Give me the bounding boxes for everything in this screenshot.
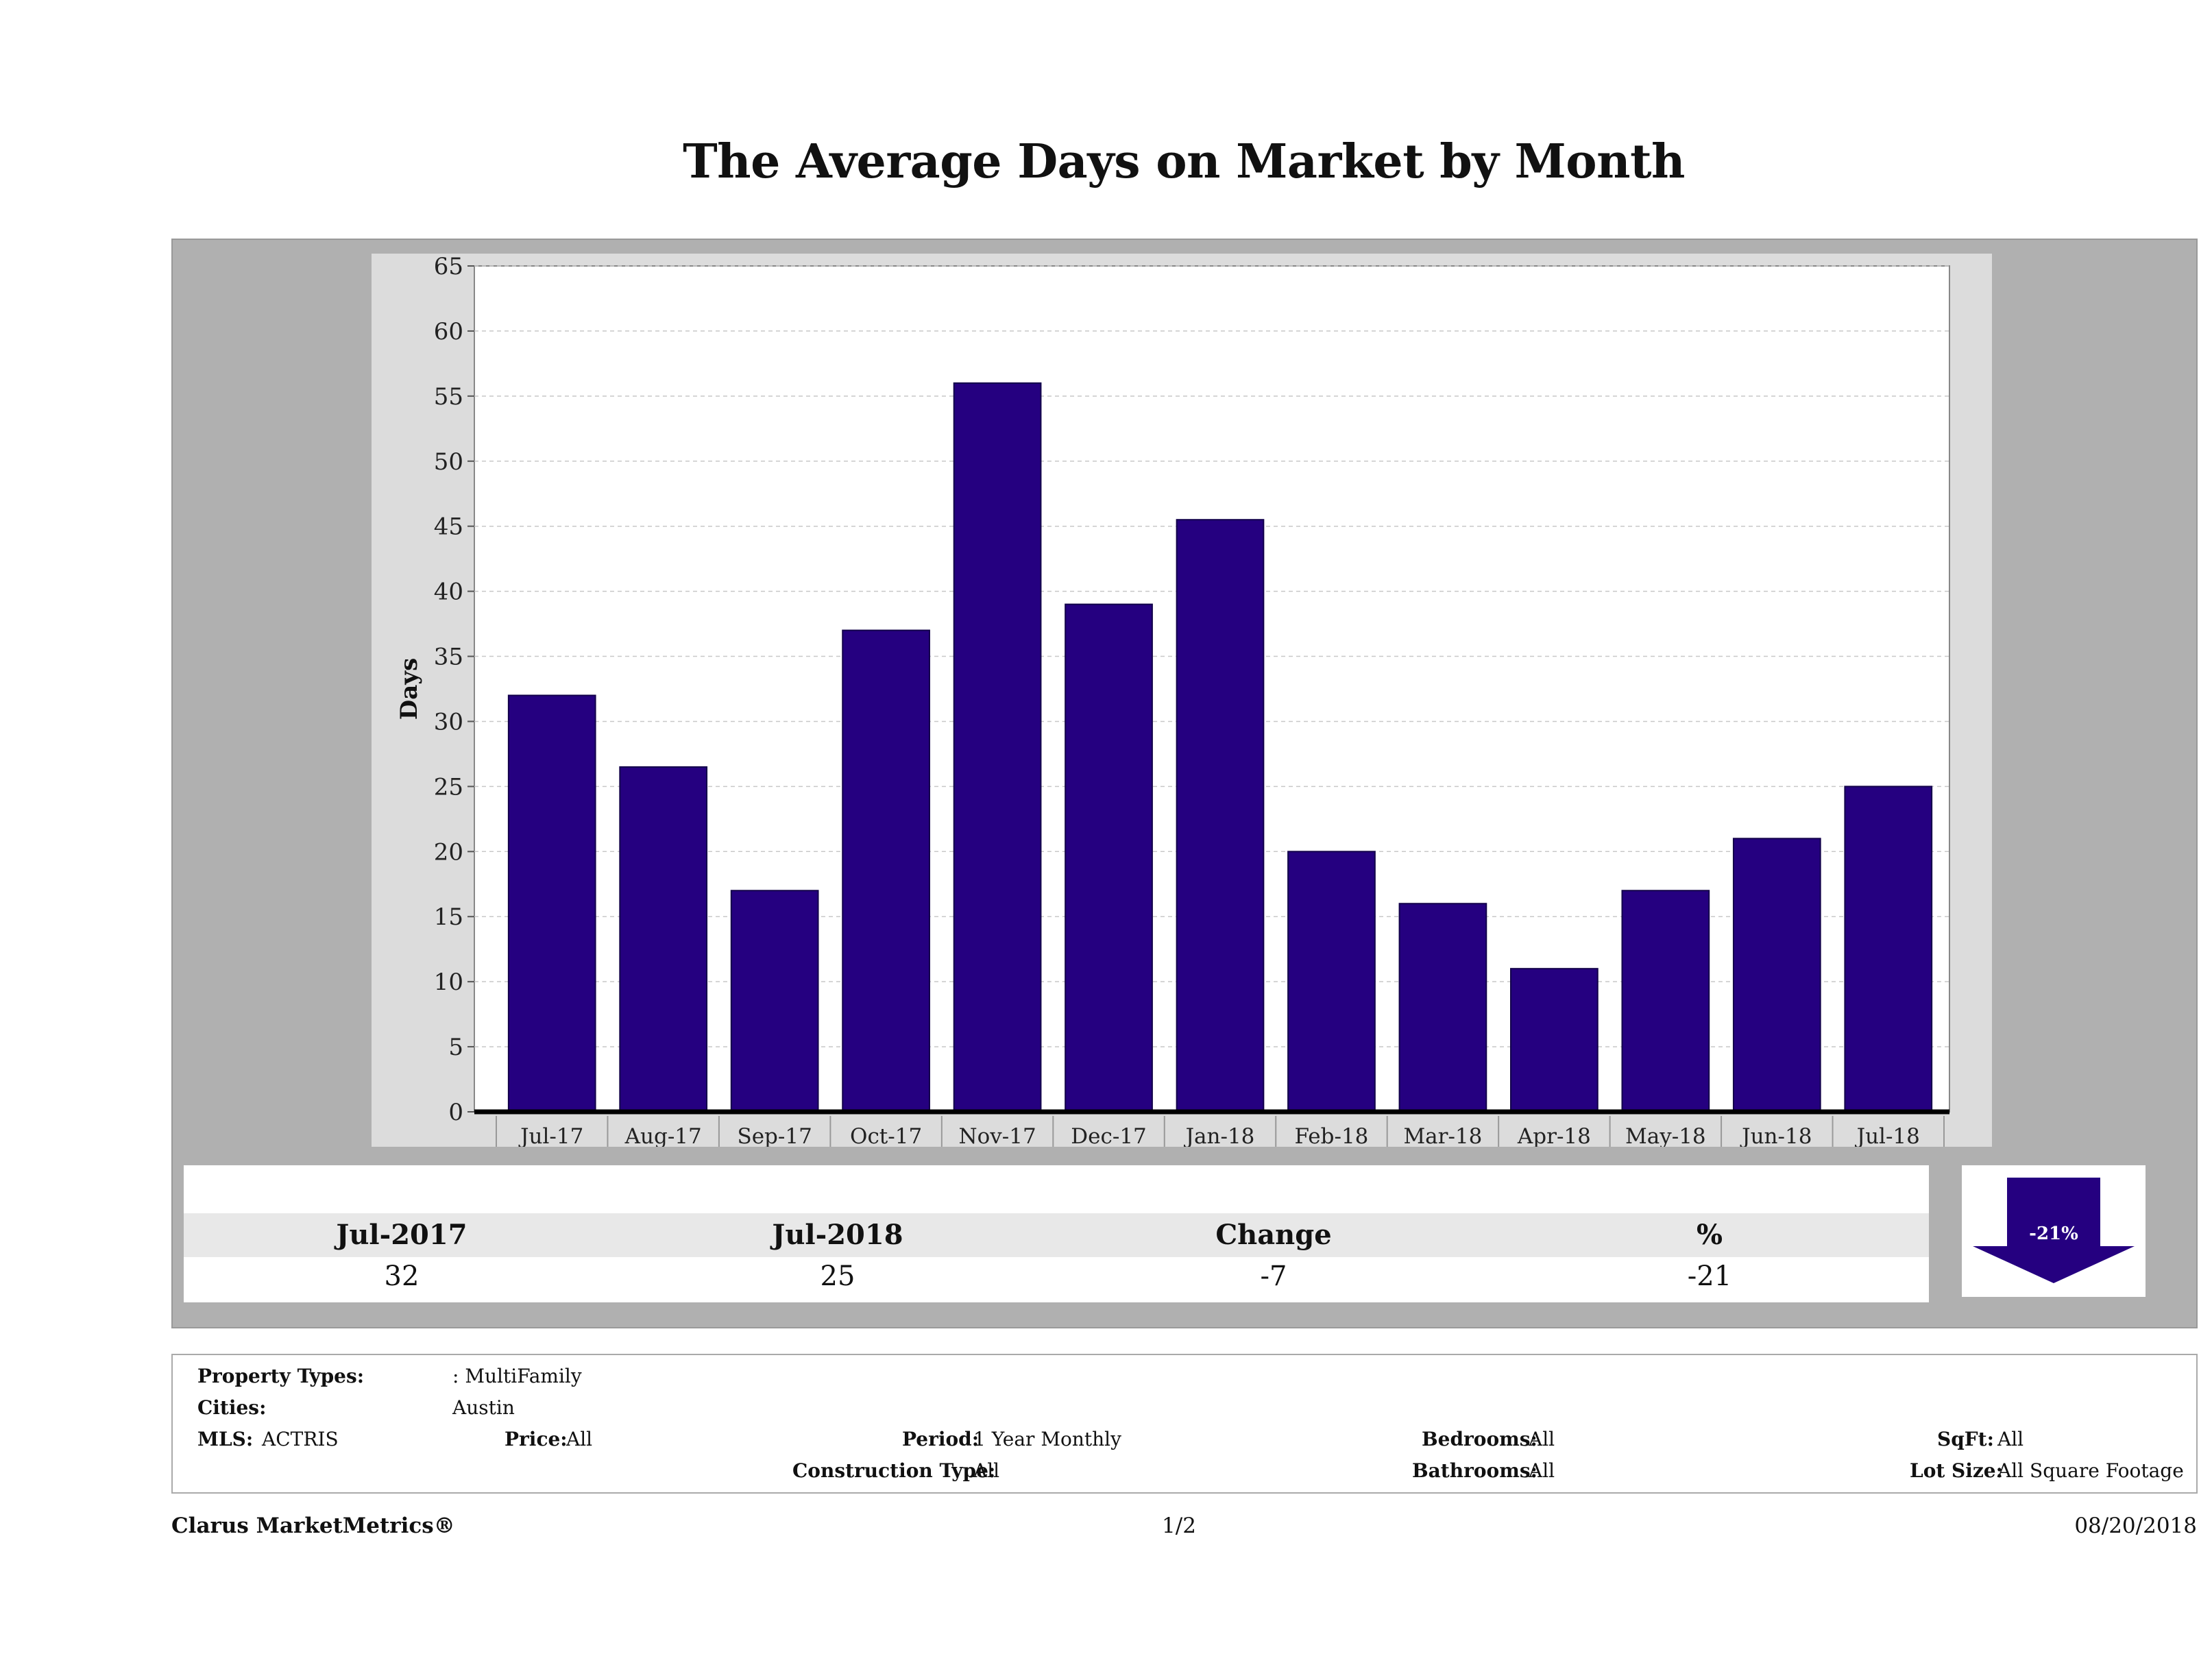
footer-brand: Clarus MarketMetrics® (171, 1513, 455, 1538)
y-tick-label: 60 (434, 318, 463, 345)
bedrooms-label: Bedrooms: (1422, 1428, 1538, 1450)
y-tick-label: 40 (434, 579, 463, 606)
lot-size-label: Lot Size: (1910, 1459, 2003, 1482)
x-tick-label: Feb-18 (1294, 1124, 1368, 1147)
bathrooms-label: Bathrooms: (1412, 1459, 1538, 1482)
x-tick-label: Jul-17 (518, 1124, 583, 1147)
summary-value-row: 32 25 -7 -21 (184, 1257, 1929, 1296)
construction-type-value: All (973, 1459, 1000, 1482)
x-tick-label: Aug-17 (624, 1124, 702, 1147)
y-tick-label: 55 (434, 383, 463, 411)
bar (507, 694, 596, 1112)
summary-header-change: Change (1215, 1219, 1332, 1251)
summary-header-row: Jul-2017 Jul-2018 Change % (184, 1213, 1929, 1257)
summary-table: Jul-2017 Jul-2018 Change % 32 25 -7 -21 (184, 1165, 1929, 1302)
bar (1844, 786, 1933, 1113)
x-tick-label: Mar-18 (1403, 1124, 1482, 1147)
y-tick-label: 50 (434, 448, 463, 476)
x-tick-label: Jun-18 (1740, 1124, 1812, 1147)
y-tick-label: 20 (434, 838, 463, 866)
arrow-percent-label: -21% (2029, 1224, 2078, 1244)
property-types-value: : MultiFamily (452, 1365, 582, 1387)
chart-panel: 0 5 10 15 20 25 30 35 40 45 50 55 60 65 Jul-17 Aug-17 Se… (372, 254, 1992, 1147)
x-tick-label: May-18 (1625, 1124, 1706, 1147)
x-tick-label: Sep-17 (737, 1124, 812, 1147)
footer-page-number: 1/2 (1162, 1513, 1196, 1538)
price-value: All (566, 1428, 593, 1450)
down-arrow-shape (1973, 1178, 2135, 1283)
y-tick-label: 5 (448, 1034, 463, 1061)
summary-header-percent: % (1696, 1219, 1723, 1251)
price-label: Price: (505, 1428, 568, 1450)
bar (1398, 903, 1487, 1112)
summary-header-start: Jul-2017 (336, 1219, 467, 1251)
change-arrow-box: -21% (1962, 1165, 2146, 1297)
lot-size-value: All Square Footage (1997, 1459, 2184, 1482)
down-arrow-icon: -21% (1973, 1178, 2135, 1283)
mls-label: MLS: (197, 1428, 254, 1450)
bathrooms-value: All (1529, 1459, 1555, 1482)
y-tick-label: 0 (448, 1099, 463, 1126)
bar (1621, 890, 1710, 1112)
y-tick-label: 10 (434, 969, 463, 996)
y-tick-label: 35 (434, 644, 463, 671)
summary-blank-row (184, 1165, 1929, 1213)
y-tick-label: 30 (434, 708, 463, 735)
mls-value: ACTRIS (262, 1428, 339, 1450)
property-types-label: Property Types: (197, 1365, 365, 1387)
y-tick-label: 15 (434, 903, 463, 931)
bar (730, 890, 819, 1112)
x-tick-label: Oct-17 (850, 1124, 922, 1147)
x-tick-label: Dec-17 (1071, 1124, 1146, 1147)
bar (1510, 968, 1599, 1112)
summary-value-change: -7 (1260, 1261, 1287, 1292)
summary-header-end: Jul-2018 (772, 1219, 903, 1251)
bar (1065, 603, 1153, 1113)
y-tick-label: 25 (434, 773, 463, 801)
summary-value-start: 32 (384, 1261, 420, 1292)
bar (953, 382, 1042, 1112)
y-tick-label: 45 (434, 513, 463, 541)
bar-chart: 0 5 10 15 20 25 30 35 40 45 50 55 60 65 Jul-17 Aug-17 Se… (396, 254, 1950, 1147)
bar (619, 766, 708, 1113)
y-axis-label: Days (396, 658, 423, 720)
cities-label: Cities: (197, 1396, 267, 1419)
bar (842, 629, 930, 1112)
page-title: The Average Days on Market by Month (683, 134, 1685, 189)
y-tick-label: 65 (434, 254, 463, 280)
sqft-label: SqFt: (1937, 1428, 1994, 1450)
x-tick-label: Jul-18 (1855, 1124, 1920, 1147)
x-tick-label: Nov-17 (958, 1124, 1036, 1147)
bar (1732, 838, 1821, 1112)
summary-value-percent: -21 (1687, 1261, 1732, 1292)
cities-value: Austin (452, 1396, 515, 1419)
summary-value-end: 25 (820, 1261, 855, 1292)
filter-criteria-box: Property Types: : MultiFamily Cities: Au… (171, 1354, 2198, 1494)
x-tick-label: Jan-18 (1184, 1124, 1255, 1147)
construction-type-label: Construction Type: (792, 1459, 996, 1482)
footer-date: 08/20/2018 (2074, 1513, 2197, 1538)
chart-section: 0 5 10 15 20 25 30 35 40 45 50 55 60 65 Jul-17 Aug-17 Se… (171, 239, 2198, 1328)
x-tick-label: Apr-18 (1517, 1124, 1591, 1147)
bedrooms-value: All (1529, 1428, 1555, 1450)
sqft-value: All (1997, 1428, 2024, 1450)
period-value: 1 Year Monthly (973, 1428, 1121, 1450)
bar (1287, 851, 1376, 1112)
bar (1176, 519, 1265, 1112)
period-label: Period: (902, 1428, 980, 1450)
